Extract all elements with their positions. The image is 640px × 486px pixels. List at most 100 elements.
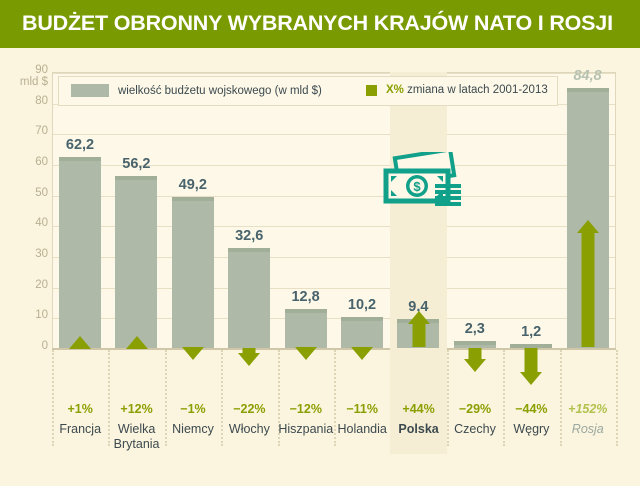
axis-baseline bbox=[52, 348, 616, 350]
bar-value-label: 62,2 bbox=[65, 137, 95, 154]
bar-value-label: 10,2 bbox=[347, 296, 377, 313]
arrow-up-icon bbox=[125, 336, 148, 349]
arrow-up-icon bbox=[407, 311, 430, 348]
arrow-down-icon bbox=[238, 348, 261, 367]
chart-column: 2,3 bbox=[447, 72, 503, 373]
chart-column: 9,4 bbox=[390, 72, 447, 348]
country-name-label: Czechy bbox=[454, 422, 496, 436]
gridline bbox=[53, 73, 615, 74]
bar-value-label: 84,8 bbox=[573, 67, 602, 84]
arrow-down-icon bbox=[181, 347, 204, 360]
bar-cap bbox=[566, 87, 609, 92]
change-percent-label: +152% bbox=[568, 402, 608, 416]
chart-column: 12,8 bbox=[278, 72, 334, 360]
money-icon: $ bbox=[383, 147, 469, 219]
header-bar: BUDŻET OBRONNY WYBRANYCH KRAJÓW NATO I R… bbox=[0, 0, 640, 48]
chart-column: 84,8 bbox=[560, 68, 616, 348]
y-axis-tick-label: 20 bbox=[35, 278, 48, 291]
page-title: BUDŻET OBRONNY WYBRANYCH KRAJÓW NATO I R… bbox=[22, 11, 613, 35]
y-axis-tick-label: 50 bbox=[35, 186, 48, 199]
arrow-down-icon bbox=[463, 348, 486, 373]
y-axis-tick-label: 0 bbox=[41, 340, 48, 352]
country-name-label: Włochy bbox=[228, 422, 270, 436]
bar bbox=[171, 197, 214, 348]
arrow-down-icon bbox=[351, 347, 374, 360]
y-axis-tick-label: 10 bbox=[35, 309, 48, 322]
bar-value-label: 2,3 bbox=[464, 320, 485, 337]
legend-swatch-budget-icon bbox=[71, 84, 109, 97]
y-axis: mld $90 80 70 60 50 40 30 20 10 0 bbox=[0, 64, 48, 364]
bar-value-label: 1,2 bbox=[521, 324, 542, 341]
change-percent-label: −12% bbox=[289, 402, 322, 416]
column-divider bbox=[559, 350, 562, 446]
country-name-label: Rosja bbox=[571, 422, 604, 436]
bar-value-label: 56,2 bbox=[122, 155, 151, 172]
bar bbox=[115, 175, 158, 348]
bar-cap bbox=[284, 308, 327, 313]
chart-column: 62,2 bbox=[52, 72, 108, 349]
column-divider bbox=[108, 350, 111, 446]
change-percent-label: −11% bbox=[346, 402, 379, 416]
gridline bbox=[53, 195, 615, 197]
chart-column: 56,2 bbox=[108, 72, 164, 349]
legend-swatch-change-icon bbox=[366, 84, 377, 96]
bar-cap bbox=[59, 157, 101, 162]
bar-cap bbox=[341, 316, 383, 321]
bar bbox=[59, 157, 101, 348]
category-label-cell: +44% Polska bbox=[390, 348, 447, 454]
arrow-up-icon bbox=[576, 220, 599, 348]
bar-cap bbox=[453, 340, 496, 345]
bar-cap bbox=[171, 197, 214, 202]
country-name-label: Niemcy bbox=[172, 422, 214, 436]
arrow-down-icon bbox=[520, 348, 543, 385]
chart-column: 49,2 bbox=[165, 72, 221, 360]
country-name-label: Polska bbox=[398, 422, 439, 436]
chart-column: 10,2 bbox=[334, 72, 390, 360]
chart-column: 32,6 bbox=[221, 72, 277, 367]
plot-area: 62,2 56,2 49,2 32,6 12,8 10,2 9,4 2,3 1,2 84,8 bbox=[52, 68, 616, 385]
column-divider bbox=[221, 350, 224, 446]
y-axis-tick-label: 80 bbox=[35, 94, 48, 107]
legend-item-change: X% zmiana w latach 2001-2013 bbox=[366, 84, 548, 96]
y-axis-tick-label: 40 bbox=[35, 217, 48, 230]
change-percent-label: +44% bbox=[402, 402, 435, 416]
country-name-label: Wielka Brytania bbox=[113, 422, 160, 451]
bar bbox=[284, 308, 327, 348]
gridline bbox=[53, 226, 615, 228]
gridline bbox=[53, 134, 615, 136]
country-name-label: Francja bbox=[59, 422, 102, 436]
svg-text:$: $ bbox=[413, 179, 421, 194]
country-name-label: Holandia bbox=[337, 422, 387, 436]
arrow-down-icon bbox=[294, 347, 317, 360]
bar-value-label: 49,2 bbox=[178, 177, 207, 194]
legend-label-change: X% zmiana w latach 2001-2013 bbox=[386, 84, 548, 96]
y-axis-unit: mld $ bbox=[19, 76, 48, 88]
bar-cap bbox=[510, 344, 553, 349]
legend-label-budget: wielkość budżetu wojskowego (w mld $) bbox=[118, 84, 322, 97]
column-divider bbox=[277, 350, 280, 446]
y-axis-tick-label: 60 bbox=[35, 156, 48, 168]
y-axis-tick-label: 30 bbox=[35, 248, 48, 260]
change-percent-label: +1% bbox=[67, 402, 93, 416]
gridline bbox=[53, 257, 615, 258]
bar-value-label: 32,6 bbox=[235, 228, 264, 245]
column-divider bbox=[616, 350, 618, 446]
column-divider bbox=[164, 350, 167, 446]
bar-value-label: 12,8 bbox=[291, 288, 320, 305]
column-divider bbox=[334, 350, 336, 446]
gridline bbox=[53, 318, 615, 320]
bar-cap bbox=[115, 175, 158, 180]
bar-cap bbox=[228, 248, 271, 253]
arrow-up-icon bbox=[69, 336, 92, 349]
chart-legend: wielkość budżetu wojskowego (w mld $) X%… bbox=[58, 76, 558, 106]
gridline bbox=[53, 287, 615, 289]
column-divider bbox=[52, 350, 54, 446]
category-labels: +1% Francja +12% Wielka Brytania −1% Niemcy −22… bbox=[52, 348, 618, 486]
bar bbox=[453, 340, 496, 348]
column-divider bbox=[446, 350, 449, 446]
y-axis-tick-label: 70 bbox=[35, 125, 48, 138]
gridline bbox=[53, 165, 615, 166]
chart-column: 1,2 bbox=[503, 72, 559, 385]
change-percent-label: −1% bbox=[180, 402, 206, 416]
